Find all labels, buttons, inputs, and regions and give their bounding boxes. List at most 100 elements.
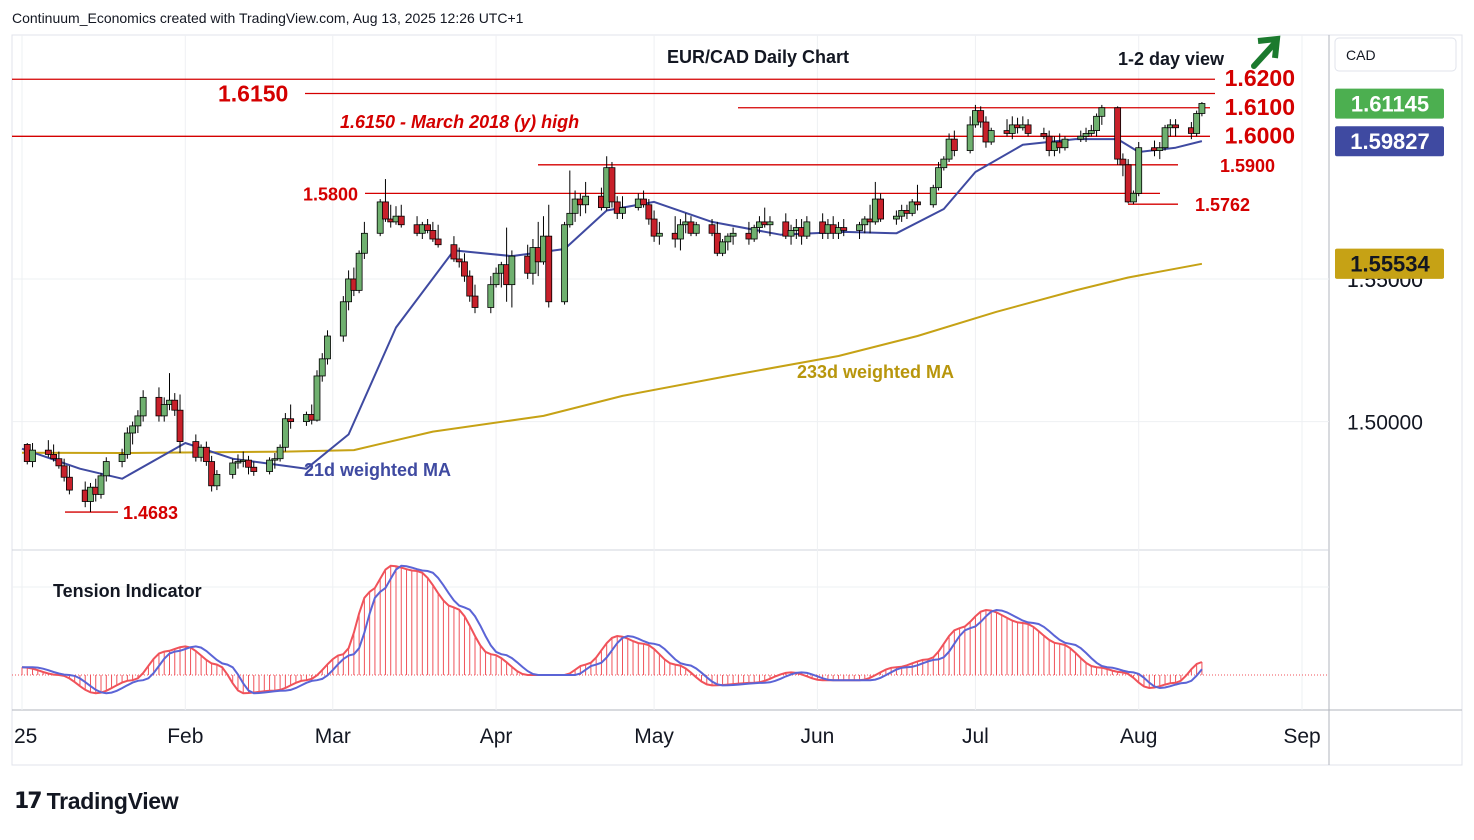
candle-body-up (724, 235, 732, 243)
candle-body-up (1130, 192, 1137, 203)
indicator-signal-line (22, 564, 1203, 695)
candle-body-down (1114, 107, 1122, 160)
candle-body-down (1119, 158, 1127, 166)
candle (655, 221, 663, 245)
x-tick-label: Aug (1120, 725, 1157, 748)
price-tag-bg (1335, 248, 1444, 279)
candle-body-down (50, 454, 58, 460)
candle-body-up (935, 167, 942, 189)
candle-body-down (1040, 133, 1048, 137)
candle-body-up (1087, 130, 1095, 134)
candle-body-up (766, 221, 774, 226)
candle-body-up (1061, 138, 1069, 149)
candle-body-up (266, 459, 273, 472)
candle-body-down (55, 458, 63, 467)
candle-body-up (619, 207, 626, 214)
candle (176, 394, 184, 453)
candle (360, 221, 368, 259)
candle (940, 156, 948, 171)
candle (1061, 136, 1069, 151)
candle-body-down (914, 201, 921, 206)
candle (977, 106, 985, 128)
candle (450, 236, 458, 262)
candle (487, 276, 495, 314)
arrow-head (1257, 35, 1281, 59)
candle-body-up (582, 195, 590, 206)
candle (382, 179, 389, 222)
candle (213, 470, 221, 491)
ma-21d-label: 21d weighted MA (304, 460, 451, 480)
candle (123, 427, 131, 459)
price-tag-label: 1.61145 (1351, 92, 1429, 117)
candle-body-up (729, 232, 737, 237)
candle-body-up (940, 158, 948, 169)
candle-body-up (856, 224, 863, 231)
candle (987, 127, 995, 145)
arrow-shaft (1251, 40, 1278, 69)
candle-body-up (1161, 127, 1169, 149)
candle (650, 210, 658, 242)
candle (787, 224, 795, 245)
candle-body-down (466, 275, 474, 297)
candle-body-up (129, 425, 137, 434)
candle (1082, 127, 1090, 142)
candle (1130, 190, 1137, 205)
candle (1124, 159, 1132, 204)
candle (324, 330, 331, 365)
candle (582, 181, 590, 214)
candle (719, 239, 726, 257)
candle-body-up (1082, 133, 1090, 137)
candle (508, 250, 516, 308)
candle (1114, 106, 1122, 165)
candle-body-down (877, 198, 885, 220)
candle (202, 441, 210, 466)
candle-body-up (123, 432, 131, 455)
candle (1135, 141, 1143, 197)
candle (724, 233, 732, 251)
candle-body-up (1098, 107, 1106, 117)
candle-body-up (750, 227, 758, 240)
level-label: 1.6200 (1225, 65, 1295, 91)
candle (134, 410, 142, 434)
ma-233d-label: 233d weighted MA (797, 362, 954, 382)
candle (397, 204, 405, 228)
currency-label: CAD (1346, 47, 1376, 63)
candle (545, 204, 553, 308)
candle (1172, 119, 1179, 137)
candle-body-down (450, 244, 458, 260)
candle (893, 210, 900, 225)
candle (455, 247, 463, 268)
level-label: 1.6000 (1225, 122, 1295, 148)
level-label: 1.5762 (1195, 195, 1250, 215)
candle (492, 267, 500, 288)
candle-body-up (213, 473, 221, 487)
tradingview-brand[interactable]: 17 TradingView (14, 788, 179, 815)
indicator-line (21, 564, 1203, 695)
candle (566, 170, 574, 228)
x-tick-label: May (634, 725, 674, 748)
candle-body-down (840, 227, 848, 231)
candle-body-up (360, 232, 368, 254)
candle (1077, 130, 1085, 142)
candle (929, 184, 937, 208)
candle-body-down (1124, 164, 1132, 203)
candle-body-up (355, 252, 363, 291)
candle-body-down (1172, 124, 1179, 129)
candle (60, 458, 68, 482)
candle (1161, 124, 1169, 151)
candle (935, 161, 942, 191)
level-label: 1.4683 (123, 503, 178, 523)
candle-body-up (1093, 115, 1100, 131)
candle (692, 221, 700, 237)
candle (782, 213, 790, 240)
candle-body-down (202, 446, 210, 462)
candle-body-up (139, 396, 147, 417)
candle-body-up (1008, 124, 1016, 134)
candle (434, 224, 442, 248)
price-tag: 1.59827 (1335, 126, 1444, 157)
candle (966, 116, 974, 154)
candle (29, 443, 36, 468)
candle-body-up (97, 475, 105, 495)
candle (461, 253, 468, 282)
